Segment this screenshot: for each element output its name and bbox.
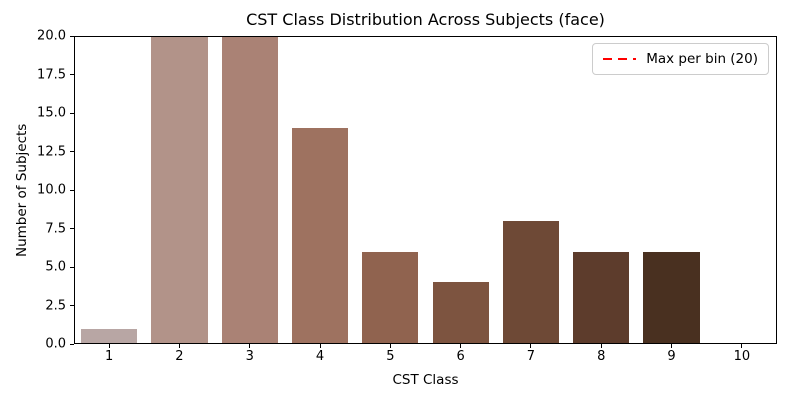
x-tick-9 xyxy=(671,344,673,348)
x-tick-label-3: 3 xyxy=(245,349,254,364)
y-tick-label-0.0: 0.0 xyxy=(45,336,66,352)
x-tick-7 xyxy=(530,344,532,348)
x-tick-label-7: 7 xyxy=(526,349,536,364)
y-tick-label-15.0: 15.0 xyxy=(37,105,66,121)
y-tick-17.5 xyxy=(70,74,74,75)
y-tick-label-7.5: 7.5 xyxy=(45,221,66,236)
x-tick-label-6: 6 xyxy=(456,349,465,364)
max-per-bin-line xyxy=(74,36,777,37)
x-tick-10 xyxy=(741,344,743,348)
legend: Max per bin (20) xyxy=(592,43,769,75)
x-tick-6 xyxy=(460,344,462,348)
bar-cst-7 xyxy=(502,220,560,344)
y-tick-10.0 xyxy=(70,189,74,191)
y-tick-label-12.5: 12.5 xyxy=(37,144,66,159)
y-axis-label: Number of Subjects xyxy=(14,123,30,257)
y-tick-label-2.5: 2.5 xyxy=(45,298,66,313)
y-tick-2.5 xyxy=(70,305,74,306)
x-axis-label: CST Class xyxy=(392,372,459,388)
x-tick-label-1: 1 xyxy=(105,349,114,364)
legend-label: Max per bin (20) xyxy=(646,51,758,67)
bar-cst-9 xyxy=(643,251,700,344)
legend-dashed-line-sample xyxy=(603,58,637,60)
y-tick-7.5 xyxy=(70,228,74,229)
y-tick-label-17.5: 17.5 xyxy=(37,67,66,82)
y-tick-label-5.0: 5.0 xyxy=(45,259,66,275)
x-tick-3 xyxy=(249,344,251,348)
bar-cst-8 xyxy=(573,251,630,344)
x-tick-8 xyxy=(600,344,602,348)
x-tick-label-8: 8 xyxy=(597,349,606,364)
x-tick-4 xyxy=(319,344,321,348)
plot-area: Max per bin (20) 1 2 3 4 5 6 7 8 9 10 0.0 2.5 5.0 7.5… xyxy=(37,29,777,364)
x-tick-label-4: 4 xyxy=(315,349,325,364)
y-tick-label-20.0: 20.0 xyxy=(37,28,66,44)
x-tick-2 xyxy=(178,344,180,348)
y-tick-15.0 xyxy=(70,112,74,114)
y-tick-20.0 xyxy=(70,35,74,37)
bar-cst-5 xyxy=(362,251,419,344)
y-tick-label-10.0: 10.0 xyxy=(37,182,66,198)
x-tick-label-9: 9 xyxy=(667,349,676,364)
x-tick-label-10: 10 xyxy=(733,349,751,364)
y-tick-12.5 xyxy=(70,151,74,152)
y-tick-0.0 xyxy=(70,343,74,345)
x-tick-1 xyxy=(108,344,110,348)
bar-cst-2 xyxy=(151,36,208,344)
x-tick-5 xyxy=(389,344,391,348)
y-tick-5.0 xyxy=(70,266,74,268)
bar-cst-6 xyxy=(432,282,489,344)
bar-cst-3 xyxy=(221,36,278,344)
bar-cst-1 xyxy=(81,328,138,344)
bar-cst-4 xyxy=(291,128,349,344)
chart-title: CST Class Distribution Across Subjects (… xyxy=(246,10,605,29)
x-tick-label-5: 5 xyxy=(386,349,395,364)
x-tick-label-2: 2 xyxy=(175,349,184,364)
